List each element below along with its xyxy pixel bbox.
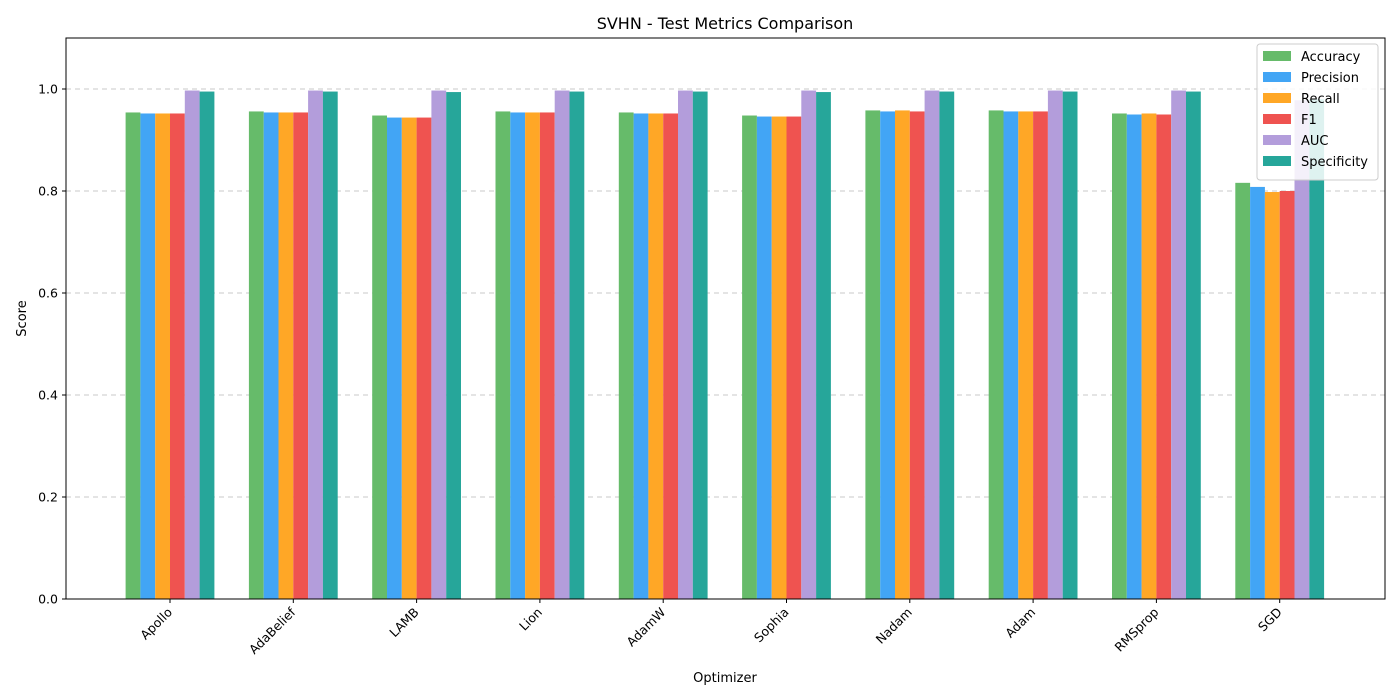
legend-label-auc: AUC xyxy=(1301,134,1329,149)
bar-auc-lion xyxy=(554,90,570,599)
bar-f1-adam xyxy=(1033,111,1048,599)
bar-precision-adamw xyxy=(633,113,649,599)
bars-group xyxy=(125,90,1325,600)
y-tick-label: 0.8 xyxy=(38,184,58,199)
bar-specificity-apollo xyxy=(199,91,215,600)
bar-f1-lamb xyxy=(416,117,432,599)
legend-label-accuracy: Accuracy xyxy=(1301,50,1361,65)
bar-auc-adam xyxy=(1047,90,1063,599)
x-tick-label: SGD xyxy=(1255,605,1285,635)
bar-specificity-lion xyxy=(569,91,585,600)
bar-f1-nadam xyxy=(909,111,925,599)
y-tick-label: 0.0 xyxy=(38,592,58,607)
bar-precision-rmsprop xyxy=(1126,114,1142,599)
bar-recall-adam xyxy=(1018,111,1034,599)
bar-accuracy-rmsprop xyxy=(1112,113,1127,599)
legend-swatch-f1 xyxy=(1263,114,1291,124)
bar-f1-adamw xyxy=(663,113,678,599)
bar-precision-lamb xyxy=(387,117,402,599)
bar-recall-sgd xyxy=(1264,192,1280,599)
bar-f1-sophia xyxy=(786,116,802,599)
bar-specificity-adabelief xyxy=(322,91,338,600)
bar-specificity-nadam xyxy=(939,91,955,600)
chart-title: SVHN - Test Metrics Comparison xyxy=(597,14,854,33)
legend-swatch-auc xyxy=(1263,135,1291,145)
bar-auc-sophia xyxy=(801,90,817,599)
x-axis: Apollo AdaBelief LAMB Lion AdamW Sophia Nadam A… xyxy=(137,599,1285,657)
bar-accuracy-sgd xyxy=(1235,182,1251,599)
bar-precision-nadam xyxy=(880,111,895,599)
x-tick-label: AdamW xyxy=(623,605,668,650)
x-tick-label: LAMB xyxy=(386,605,421,640)
bar-accuracy-lamb xyxy=(372,115,387,600)
y-axis: 0.0 0.2 0.4 0.6 0.8 1.0 xyxy=(38,82,66,607)
legend-swatch-recall xyxy=(1263,93,1291,103)
plot-frame xyxy=(65,37,1386,600)
y-tick-label: 0.2 xyxy=(38,490,58,505)
bar-recall-apollo xyxy=(155,113,170,599)
y-tick-label: 0.6 xyxy=(38,286,58,301)
bar-auc-adabelief xyxy=(308,90,323,599)
bar-specificity-sgd xyxy=(1309,99,1325,599)
legend: Accuracy Precision Recall F1 AUC Specificity xyxy=(1256,43,1379,181)
x-axis-label: Optimizer xyxy=(693,671,757,686)
y-tick-label: 0.4 xyxy=(38,388,58,403)
bar-specificity-rmsprop xyxy=(1186,91,1201,600)
bar-precision-adabelief xyxy=(263,112,279,600)
x-tick-label: Sophia xyxy=(751,605,792,646)
bar-recall-nadam xyxy=(895,110,910,600)
bar-precision-apollo xyxy=(140,113,156,599)
bar-specificity-sophia xyxy=(816,92,831,599)
x-tick-label: Adam xyxy=(1002,605,1038,641)
bar-accuracy-adam xyxy=(988,110,1004,600)
bar-recall-adabelief xyxy=(278,112,294,600)
bar-f1-sgd xyxy=(1279,191,1295,599)
x-tick-label: RMSprop xyxy=(1111,604,1161,654)
legend-label-recall: Recall xyxy=(1301,92,1340,107)
legend-label-f1: F1 xyxy=(1301,113,1317,128)
bar-accuracy-adamw xyxy=(618,112,634,600)
bar-recall-rmsprop xyxy=(1141,113,1157,599)
y-axis-label: Score xyxy=(15,300,30,336)
bar-precision-sophia xyxy=(756,116,772,599)
bar-recall-lamb xyxy=(401,117,417,599)
bar-precision-adam xyxy=(1003,111,1019,599)
bar-auc-sgd xyxy=(1294,100,1310,599)
x-tick-label: Nadam xyxy=(873,605,915,647)
bar-recall-adamw xyxy=(648,113,664,599)
bar-f1-lion xyxy=(539,112,555,600)
bar-precision-sgd xyxy=(1250,186,1265,600)
bar-f1-adabelief xyxy=(293,112,309,600)
bar-auc-rmsprop xyxy=(1171,90,1186,599)
bar-recall-sophia xyxy=(771,116,787,599)
legend-swatch-precision xyxy=(1263,72,1291,82)
bar-accuracy-sophia xyxy=(742,115,757,600)
bar-recall-lion xyxy=(525,112,540,600)
bar-f1-apollo xyxy=(170,113,185,599)
bar-specificity-adamw xyxy=(692,91,708,600)
bar-auc-apollo xyxy=(184,90,200,599)
bar-specificity-adam xyxy=(1062,91,1078,600)
bar-auc-lamb xyxy=(431,90,447,599)
x-tick-label: Apollo xyxy=(137,605,175,643)
legend-label-precision: Precision xyxy=(1301,71,1359,86)
bar-accuracy-apollo xyxy=(125,112,141,600)
bar-accuracy-adabelief xyxy=(248,111,264,599)
bar-accuracy-lion xyxy=(495,111,511,599)
legend-swatch-specificity xyxy=(1263,156,1291,166)
legend-swatch-accuracy xyxy=(1263,51,1291,61)
x-tick-label: Lion xyxy=(516,605,545,634)
bar-auc-nadam xyxy=(924,90,940,599)
bar-specificity-lamb xyxy=(446,92,461,599)
bar-precision-lion xyxy=(510,112,526,600)
x-tick-label: AdaBelief xyxy=(246,604,299,657)
bar-f1-rmsprop xyxy=(1156,114,1172,599)
bar-accuracy-nadam xyxy=(865,110,881,600)
bar-auc-adamw xyxy=(678,90,693,599)
legend-label-specificity: Specificity xyxy=(1301,155,1368,170)
y-tick-label: 1.0 xyxy=(38,82,58,97)
